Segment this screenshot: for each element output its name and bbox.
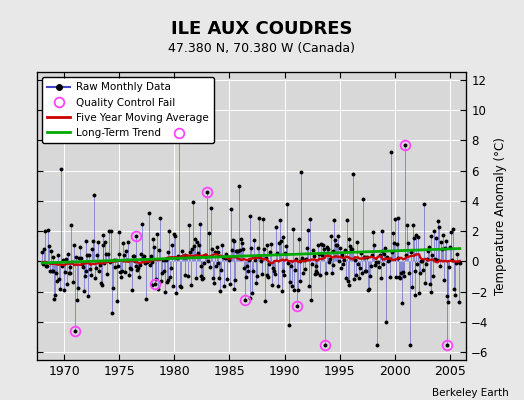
- Text: 47.380 N, 70.380 W (Canada): 47.380 N, 70.380 W (Canada): [169, 42, 355, 55]
- Legend: Raw Monthly Data, Quality Control Fail, Five Year Moving Average, Long-Term Tren: Raw Monthly Data, Quality Control Fail, …: [42, 77, 214, 143]
- Text: Berkeley Earth: Berkeley Earth: [432, 388, 508, 398]
- Y-axis label: Temperature Anomaly (°C): Temperature Anomaly (°C): [494, 137, 507, 295]
- Text: ILE AUX COUDRES: ILE AUX COUDRES: [171, 20, 353, 38]
